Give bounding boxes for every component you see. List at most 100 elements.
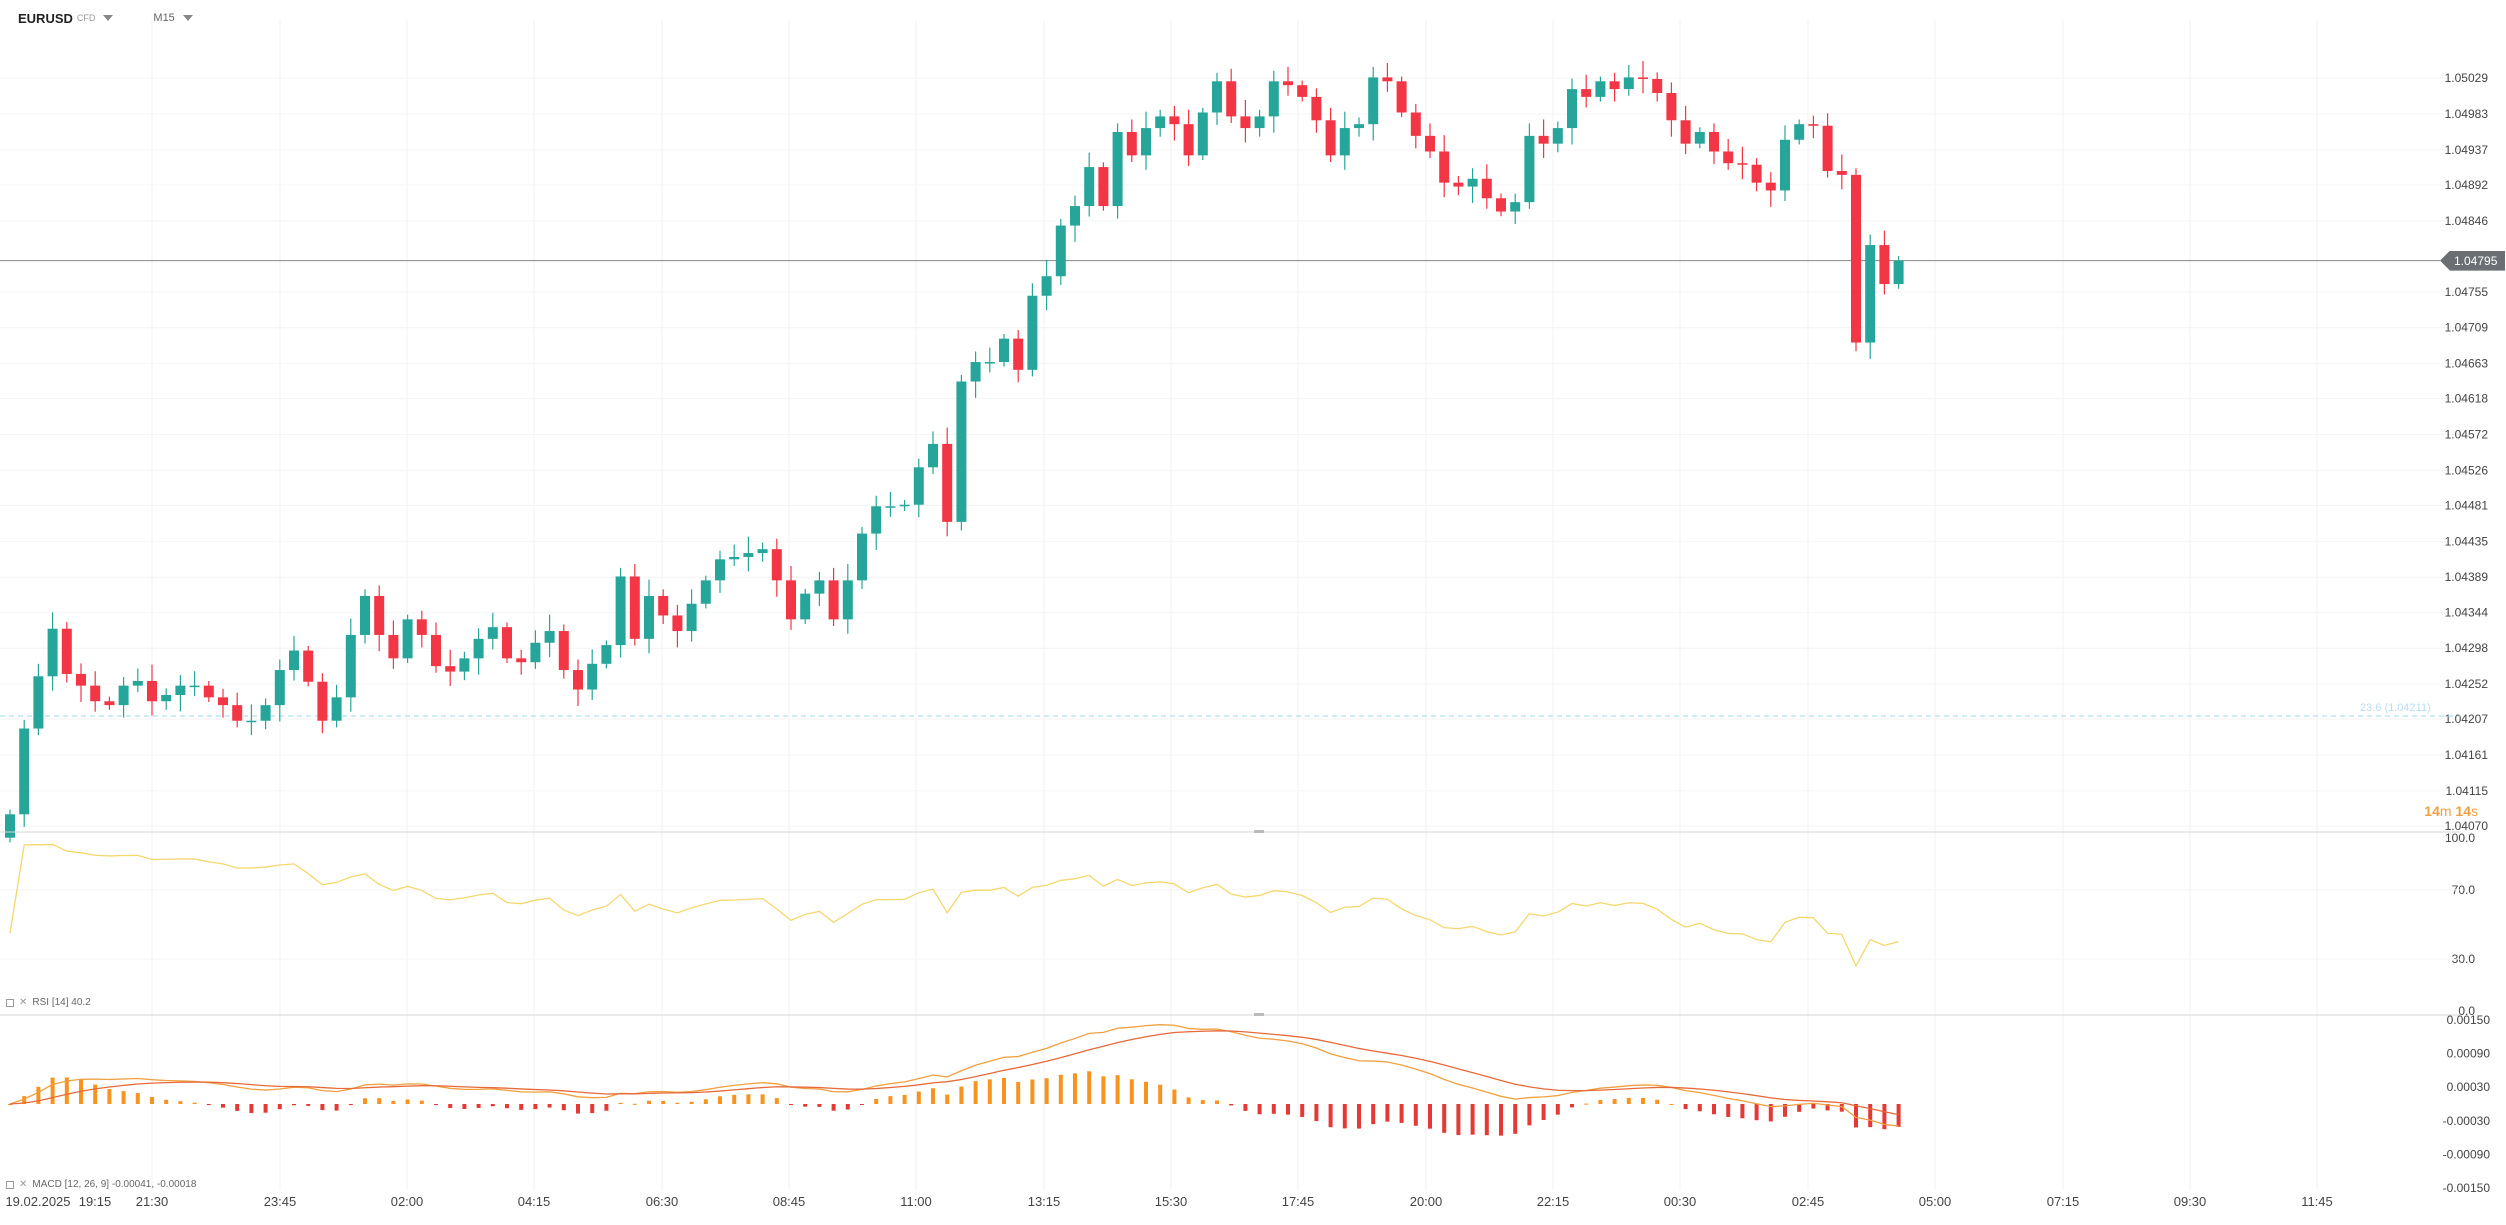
macd-hist-bar bbox=[746, 1094, 751, 1104]
bull-candle bbox=[1197, 112, 1208, 156]
bear-candle bbox=[416, 619, 427, 635]
bull-candle bbox=[1141, 128, 1151, 156]
macd-hist-bar bbox=[334, 1104, 339, 1111]
bear-candle bbox=[1609, 81, 1620, 90]
macd-hist-bar bbox=[1442, 1104, 1447, 1133]
bull-candle bbox=[885, 506, 896, 508]
bull-candle bbox=[118, 685, 129, 706]
bear-candle bbox=[1879, 245, 1890, 285]
chart-toolbar: EURUSD CFD M15 bbox=[0, 0, 193, 36]
bear-candle bbox=[76, 673, 86, 686]
timeframe-dropdown-icon[interactable] bbox=[182, 15, 193, 21]
bull-candle bbox=[289, 650, 299, 671]
bull-candle bbox=[1623, 77, 1634, 90]
indicator-settings-icon[interactable] bbox=[6, 1180, 14, 1189]
bear-candle bbox=[1723, 151, 1734, 164]
bull-candle bbox=[175, 685, 186, 695]
time-axis-label: 22:15 bbox=[1537, 1194, 1570, 1209]
macd-hist-bar bbox=[192, 1102, 197, 1104]
price-tick-label: 1.04892 bbox=[2445, 178, 2489, 192]
macd-hist-bar bbox=[703, 1099, 708, 1104]
macd-hist-bar bbox=[490, 1104, 495, 1107]
bull-candle bbox=[331, 697, 342, 721]
macd-hist-bar bbox=[1641, 1097, 1645, 1104]
macd-hist-bar bbox=[206, 1104, 211, 1106]
panel-resize-handle bbox=[1254, 1013, 1264, 1016]
bull-candle bbox=[984, 362, 995, 364]
macd-hist-bar bbox=[292, 1104, 296, 1106]
macd-hist-bar bbox=[1002, 1078, 1006, 1104]
macd-hist-bar bbox=[789, 1104, 793, 1105]
macd-hist-bar bbox=[1740, 1104, 1745, 1119]
bear-candle bbox=[1240, 116, 1251, 129]
macd-indicator-label[interactable]: ✕ MACD [12, 26, 9] -0.00041, -0.00018 bbox=[6, 1179, 196, 1190]
price-tick-label: 1.04252 bbox=[2445, 677, 2489, 691]
bull-candle bbox=[814, 580, 825, 594]
symbol-name[interactable]: EURUSD bbox=[18, 10, 73, 26]
bull-candle bbox=[345, 634, 356, 698]
macd-hist-bar bbox=[434, 1104, 438, 1105]
time-axis-label: 19.02.2025 bbox=[5, 1194, 70, 1209]
bear-candle bbox=[1283, 81, 1293, 86]
close-icon[interactable]: ✕ bbox=[19, 1179, 28, 1190]
indicator-settings-icon[interactable] bbox=[6, 998, 14, 1007]
price-tick-label: 1.04115 bbox=[2446, 784, 2489, 798]
bull-candle bbox=[1865, 245, 1876, 343]
macd-tick-label: -0.00150 bbox=[2443, 1181, 2491, 1195]
bull-candle bbox=[970, 362, 981, 382]
macd-hist-bar bbox=[661, 1100, 666, 1104]
bear-candle bbox=[629, 576, 640, 639]
bull-candle bbox=[715, 559, 725, 581]
bull-candle bbox=[1368, 77, 1379, 125]
bear-candle bbox=[1396, 81, 1407, 113]
close-icon[interactable]: ✕ bbox=[19, 997, 28, 1008]
bear-candle bbox=[232, 705, 243, 721]
price-tick-label: 1.04207 bbox=[2445, 712, 2489, 726]
bear-candle bbox=[317, 681, 328, 721]
macd-tick-label: 0.00090 bbox=[2447, 1047, 2491, 1061]
bear-candle bbox=[1013, 338, 1024, 370]
bull-candle bbox=[913, 467, 924, 505]
bull-candle bbox=[1354, 124, 1364, 129]
timeframe-selector[interactable]: M15 bbox=[153, 12, 175, 24]
macd-hist-bar bbox=[419, 1100, 424, 1104]
macd-hist-bar bbox=[987, 1079, 992, 1104]
bull-candle bbox=[743, 553, 754, 557]
bear-candle bbox=[771, 549, 782, 581]
bull-candle bbox=[161, 694, 172, 702]
macd-hist-bar bbox=[1371, 1104, 1376, 1125]
macd-hist-bar bbox=[1399, 1104, 1404, 1123]
bear-candle bbox=[658, 595, 669, 616]
macd-hist-bar bbox=[1868, 1104, 1873, 1128]
macd-hist-bar bbox=[1186, 1097, 1191, 1104]
rsi-indicator-label[interactable]: ✕ RSI [14] 40.2 bbox=[6, 997, 91, 1008]
bull-candle bbox=[473, 638, 484, 659]
macd-hist-bar bbox=[1797, 1104, 1802, 1112]
time-axis-label: 09:30 bbox=[2174, 1194, 2207, 1209]
bear-candle bbox=[1410, 112, 1421, 136]
time-axis-label: 04:15 bbox=[518, 1194, 551, 1209]
bull-candle bbox=[1027, 295, 1038, 370]
time-axis-label: 15:30 bbox=[1155, 1194, 1188, 1209]
price-tick-label: 1.04846 bbox=[2445, 214, 2489, 228]
rsi-tick-label: 100.0 bbox=[2445, 831, 2475, 845]
symbol-dropdown-icon[interactable] bbox=[103, 15, 114, 21]
macd-line bbox=[9, 1024, 1899, 1127]
bull-candle bbox=[842, 580, 853, 620]
macd-hist-bar bbox=[476, 1104, 481, 1108]
bear-candle bbox=[147, 680, 157, 702]
price-tick-label: 1.04481 bbox=[2445, 499, 2489, 513]
bear-candle bbox=[1638, 77, 1648, 79]
bear-candle bbox=[1836, 170, 1847, 175]
macd-hist-bar bbox=[150, 1097, 154, 1104]
bear-candle bbox=[1822, 125, 1833, 171]
macd-hist-bar bbox=[1044, 1078, 1049, 1104]
bear-candle bbox=[573, 670, 583, 690]
macd-hist-bar bbox=[1499, 1104, 1503, 1136]
price-tick-label: 1.04663 bbox=[2445, 357, 2489, 371]
macd-hist-bar bbox=[107, 1089, 112, 1104]
bull-candle bbox=[1055, 225, 1066, 277]
bear-candle bbox=[104, 701, 115, 706]
macd-hist-bar bbox=[845, 1104, 850, 1110]
